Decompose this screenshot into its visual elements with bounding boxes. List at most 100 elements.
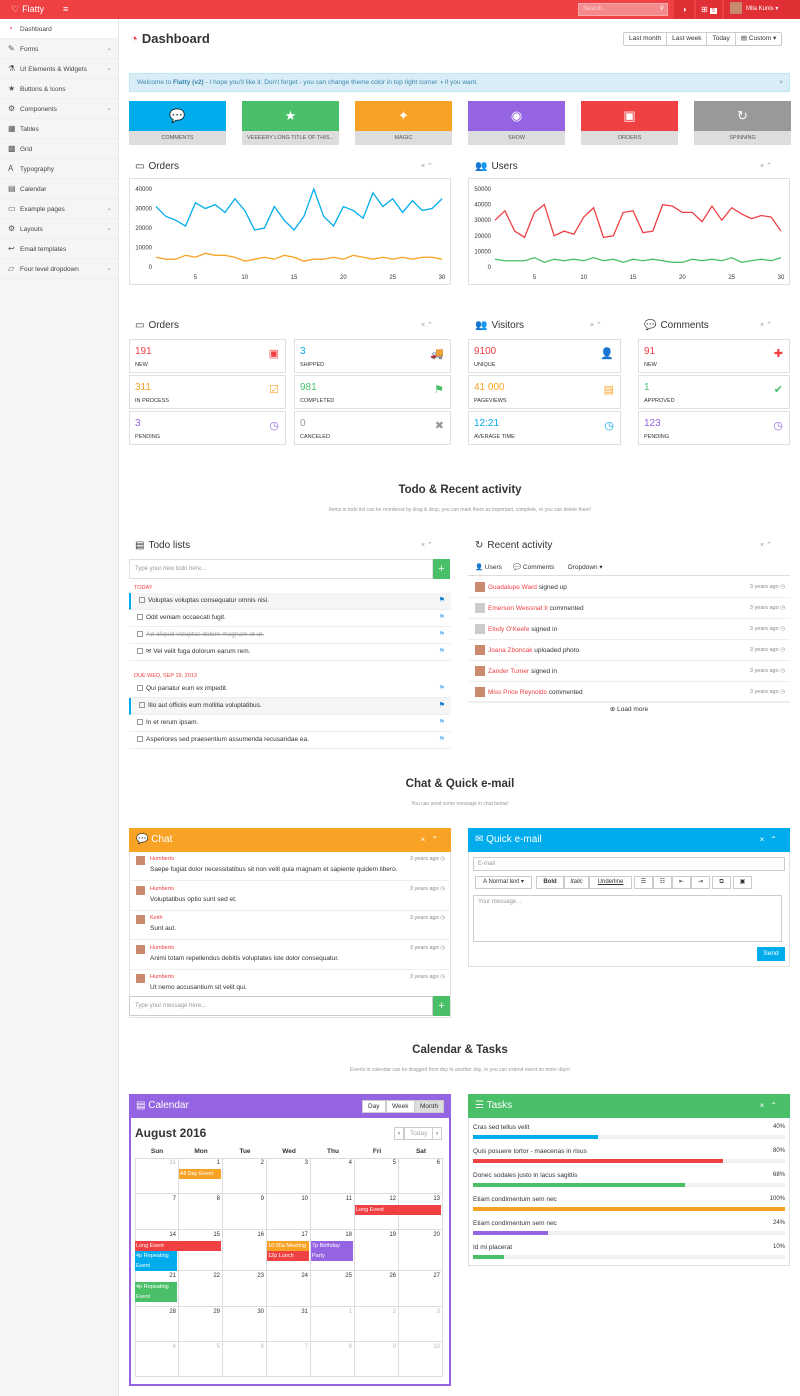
email-field[interactable]: E-mail (473, 857, 785, 871)
last-month-button[interactable]: Last month (624, 33, 668, 45)
bold-button[interactable]: Bold (536, 876, 564, 889)
calendar-day-cell[interactable] (179, 1230, 223, 1271)
today-button[interactable]: Today (707, 33, 736, 45)
calendar-day-cell[interactable] (267, 1342, 311, 1377)
box-controls[interactable]: ×⌃ (759, 835, 783, 844)
activity-user-link[interactable]: Elody O'Keefe (488, 626, 530, 633)
todo-item[interactable]: In et rerum ipsam. ⚑ (129, 715, 451, 732)
calendar-day-cell[interactable] (267, 1158, 311, 1194)
calendar-day-cell[interactable] (223, 1194, 267, 1230)
calendar-day-cell[interactable] (311, 1158, 355, 1194)
calendar-day-cell[interactable] (179, 1271, 223, 1307)
list-ul-icon[interactable]: ☰ (634, 876, 653, 889)
outdent-icon[interactable]: ⇤ (672, 876, 691, 889)
bookmark-icon[interactable]: ⚑ (438, 614, 445, 621)
calendar-event[interactable]: 4p Repeating Event (135, 1282, 177, 1302)
sidebar-item-email-templates[interactable]: ↩ Email templates (0, 239, 118, 259)
calendar-day-cell[interactable] (135, 1271, 179, 1307)
sidebar-item-four-level-dropdown[interactable]: ▱ Four level dropdown ⌄ (0, 259, 118, 279)
user-dropdown[interactable]: Mila Kunis ▾ (724, 0, 800, 19)
calendar-day-cell[interactable] (179, 1158, 223, 1194)
calendar-day-cell[interactable] (135, 1342, 179, 1377)
todo-item[interactable]: Odit veniam occaecati fugit. ⚑ (129, 610, 451, 627)
box-controls[interactable]: × ⌃ (421, 163, 433, 170)
calendar-event[interactable]: 12p Lunch (267, 1251, 309, 1261)
activity-user-link[interactable]: Miss Price Reynolds (488, 689, 547, 696)
bookmark-icon[interactable]: ⚑ (438, 648, 445, 655)
tile-veeeery-long-title-of-this[interactable]: ★ VEEEERY LONG TITLE OF THIS... (242, 101, 339, 145)
chat-author[interactable]: Keith (150, 915, 163, 921)
todo-item[interactable]: Illo aut officiis eum mollitia voluptati… (129, 698, 451, 715)
sidebar-item-components[interactable]: ⚙ Components ⌄ (0, 99, 118, 119)
calendar-event[interactable]: All Day Event (179, 1169, 221, 1179)
tab-users[interactable]: 👤 Users (475, 563, 502, 571)
todo-checkbox[interactable] (137, 631, 143, 638)
sidebar-item-dashboard[interactable]: ◔ Dashboard (0, 19, 118, 39)
todo-item[interactable]: ✉ Vel velit fuga dolorum earum rem. ⚑ (129, 644, 451, 661)
add-todo-button[interactable]: + (433, 559, 450, 579)
chat-author[interactable]: Humberto (150, 944, 175, 951)
calendar-day-cell[interactable] (267, 1194, 311, 1230)
link-icon[interactable]: ⧉ (712, 876, 731, 889)
calendar-day-cell[interactable] (399, 1194, 443, 1230)
week-view-button[interactable]: Week (386, 1100, 415, 1113)
sidebar-item-forms[interactable]: ✎ Forms ⌄ (0, 39, 118, 59)
activity-user-link[interactable]: Joana Zboncak (488, 647, 533, 654)
calendar-day-cell[interactable] (355, 1342, 399, 1377)
bookmark-icon[interactable]: ⚑ (438, 631, 445, 638)
calendar-day-cell[interactable] (135, 1194, 179, 1230)
box-controls[interactable]: × ⌃ (760, 542, 772, 549)
theme-color-icon[interactable]: ◑ (674, 0, 694, 19)
font-size-dropdown[interactable]: A Normal text ▾ (475, 876, 532, 889)
calendar-day-cell[interactable] (179, 1307, 223, 1342)
calendar-day-cell[interactable] (311, 1342, 355, 1377)
calendar-day-cell[interactable] (223, 1342, 267, 1377)
todo-checkbox[interactable] (137, 685, 143, 692)
tab-comments[interactable]: 💬 Comments (513, 563, 554, 571)
calendar-event[interactable]: 7p Birthday Party (311, 1241, 353, 1261)
send-email-button[interactable]: Send (757, 947, 785, 961)
sidebar-item-typography[interactable]: A Typography (0, 159, 118, 179)
tile-comments[interactable]: 💬 COMMENTS (129, 101, 226, 145)
search-input[interactable]: Search... ⚲ (578, 3, 668, 16)
todo-checkbox[interactable] (137, 719, 143, 726)
calendar-day-cell[interactable] (355, 1271, 399, 1307)
sidebar-item-layouts[interactable]: ⚙ Layouts ⌄ (0, 219, 118, 239)
calendar-day-cell[interactable] (399, 1342, 443, 1377)
sidebar-item-tables[interactable]: ▦ Tables (0, 119, 118, 139)
sidebar-item-grid[interactable]: ▩ Grid (0, 139, 118, 159)
calendar-event[interactable]: Long Event (355, 1205, 441, 1215)
chat-author[interactable]: Humberto (150, 885, 175, 892)
calendar-day-cell[interactable] (311, 1230, 355, 1271)
rss-icon[interactable]: ⊞ 5 (696, 0, 722, 19)
alert-close-icon[interactable]: × (779, 79, 783, 86)
box-controls[interactable]: × ⌃ (421, 322, 433, 329)
box-controls[interactable]: ×⌃ (759, 1101, 783, 1110)
send-chat-button[interactable]: + (433, 996, 450, 1016)
last-week-button[interactable]: Last week (667, 33, 708, 45)
box-controls[interactable]: × ⌃ (590, 322, 602, 329)
chat-author[interactable]: Humberto (150, 974, 175, 980)
activity-user-link[interactable]: Guadalupe Ward (488, 584, 537, 591)
load-more-button[interactable]: ⊕ Load more (468, 701, 790, 716)
box-controls[interactable]: ×⌃ (420, 835, 444, 844)
underline-button[interactable]: Underline (589, 876, 632, 889)
bookmark-icon[interactable]: ⚑ (438, 719, 445, 726)
calendar-day-cell[interactable] (355, 1230, 399, 1271)
calendar-day-cell[interactable] (311, 1307, 355, 1342)
todo-item[interactable]: Asperiores sed praesentium assumenda rec… (129, 732, 451, 749)
tile-orders[interactable]: ▣ ORDERS (581, 101, 678, 145)
month-view-button[interactable]: Month (414, 1100, 445, 1113)
calendar-day-cell[interactable] (355, 1158, 399, 1194)
tile-magic[interactable]: ✦ MAGIC (355, 101, 452, 145)
calendar-event[interactable]: 4p Repeating Event (135, 1251, 177, 1271)
menu-toggle-icon[interactable]: ≡ (63, 4, 69, 14)
activity-user-link[interactable]: Zander Turner (488, 668, 530, 675)
calendar-day-cell[interactable] (179, 1194, 223, 1230)
calendar-event[interactable]: 10:30a Meeting (267, 1241, 309, 1251)
todo-checkbox[interactable] (137, 736, 143, 743)
calendar-day-cell[interactable] (179, 1342, 223, 1377)
calendar-day-cell[interactable] (223, 1307, 267, 1342)
custom-range-button[interactable]: ▤ Custom ▾ (736, 33, 781, 45)
calendar-day-cell[interactable] (267, 1230, 311, 1271)
